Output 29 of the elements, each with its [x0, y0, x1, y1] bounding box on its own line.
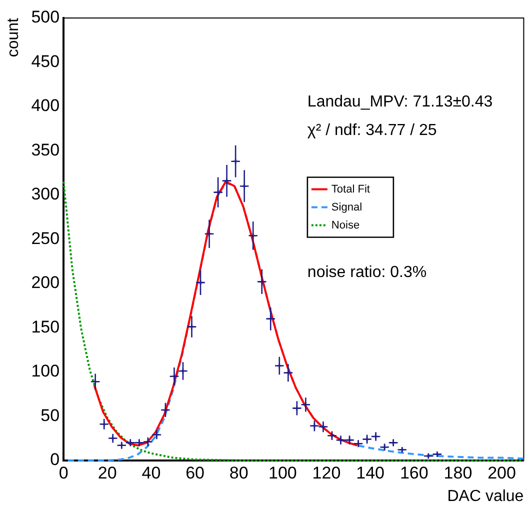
- annotation: χ² / ndf: 34.77 / 25: [307, 122, 437, 140]
- annotation: noise ratio: 0.3%: [307, 264, 427, 281]
- x-tick-label: 160: [400, 463, 428, 482]
- y-axis-title: count: [5, 17, 22, 58]
- legend-label: Noise: [331, 219, 360, 232]
- x-tick-label: 180: [444, 463, 472, 482]
- x-tick-label: 120: [312, 463, 341, 482]
- y-tick-label: 50: [40, 406, 60, 425]
- x-tick-label: 20: [98, 463, 117, 482]
- x-tick-label: 140: [356, 463, 385, 482]
- y-tick-label: 300: [31, 184, 60, 204]
- x-axis-title: DAC value: [447, 488, 524, 505]
- x-tick-label: 80: [229, 463, 248, 482]
- annotation: Landau_MPV: 71.13±0.43: [307, 93, 493, 110]
- x-tick-label: 60: [186, 463, 204, 482]
- x-tick-label: 100: [268, 463, 297, 482]
- x-tick-label: 200: [488, 463, 516, 482]
- y-tick-label: 200: [31, 273, 60, 292]
- y-tick-label: 100: [31, 362, 60, 381]
- legend-label: Signal: [331, 201, 362, 214]
- x-tick-label: 40: [142, 463, 161, 482]
- y-tick-label: 150: [31, 317, 60, 336]
- y-tick-label: 400: [31, 96, 60, 116]
- y-tick-label: 250: [31, 228, 60, 248]
- y-tick-label: 450: [31, 52, 60, 71]
- legend-label: Total Fit: [331, 183, 370, 196]
- y-tick-label: 500: [31, 8, 60, 27]
- y-tick-label: 0: [50, 450, 60, 470]
- y-tick-label: 350: [31, 140, 60, 160]
